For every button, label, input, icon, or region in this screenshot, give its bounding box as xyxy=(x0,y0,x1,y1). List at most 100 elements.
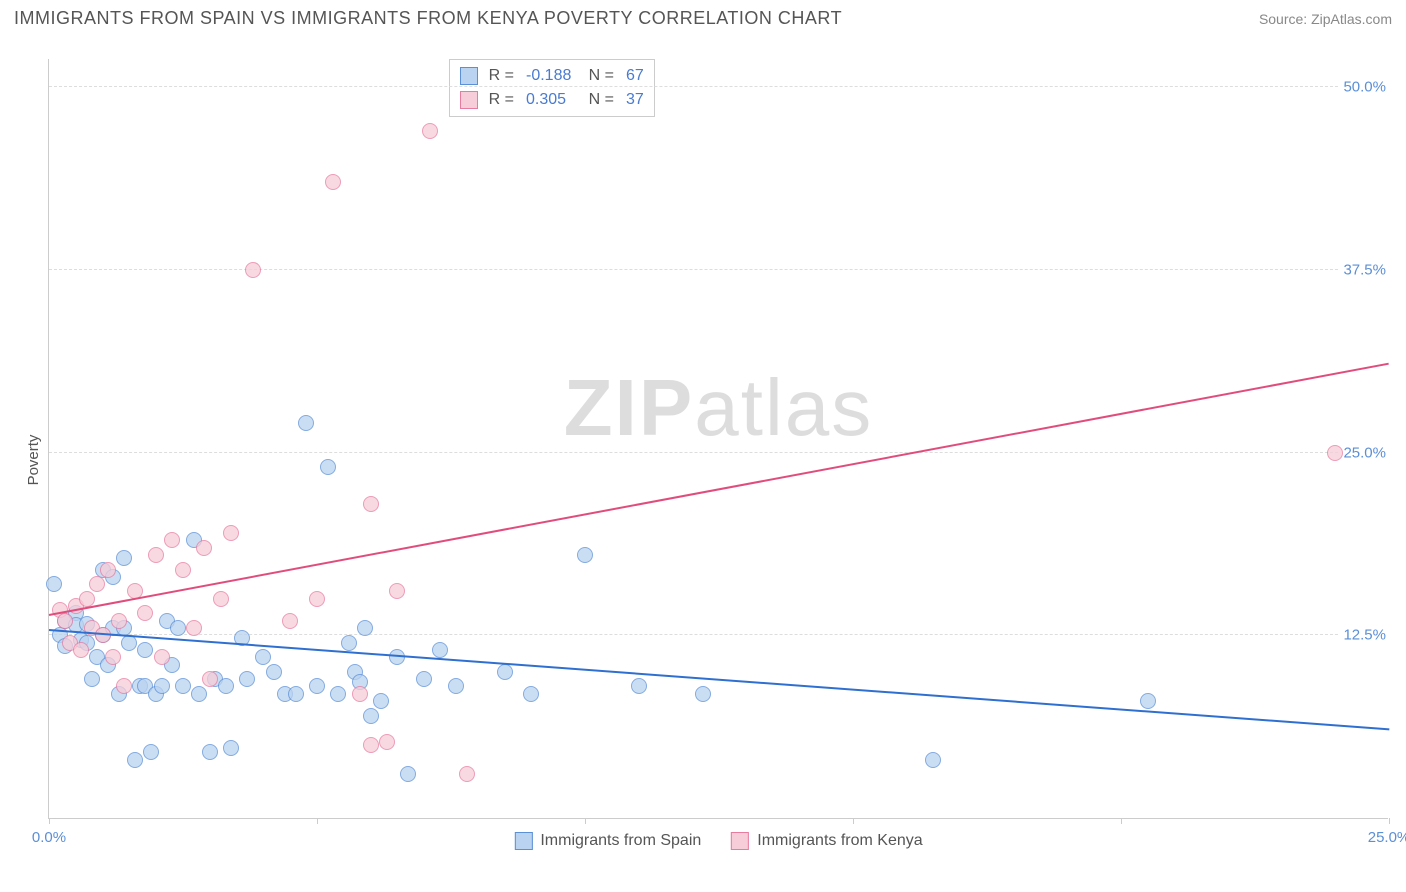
data-point xyxy=(79,591,95,607)
data-point xyxy=(325,174,341,190)
data-point xyxy=(186,620,202,636)
legend-n-label: N = xyxy=(586,64,614,88)
data-point xyxy=(148,547,164,563)
data-point xyxy=(266,664,282,680)
x-tick xyxy=(1121,818,1122,824)
legend-r-label: R = xyxy=(486,88,514,112)
data-point xyxy=(202,671,218,687)
data-point xyxy=(105,649,121,665)
watermark: ZIPatlas xyxy=(564,362,873,454)
chart-source: Source: ZipAtlas.com xyxy=(1259,11,1392,27)
data-point xyxy=(196,540,212,556)
plot-area: ZIPatlas R =-0.188N =67R =0.305N =37 Imm… xyxy=(48,59,1388,819)
data-point xyxy=(84,671,100,687)
x-tick xyxy=(1389,818,1390,824)
chart-title: IMMIGRANTS FROM SPAIN VS IMMIGRANTS FROM… xyxy=(14,8,842,29)
data-point xyxy=(577,547,593,563)
watermark-atlas: atlas xyxy=(694,363,873,452)
trend-line xyxy=(49,363,1389,616)
legend-r-value: -0.188 xyxy=(526,64,578,88)
data-point xyxy=(223,740,239,756)
legend-swatch xyxy=(514,832,532,850)
data-point xyxy=(175,678,191,694)
data-point xyxy=(239,671,255,687)
data-point xyxy=(46,576,62,592)
legend-row: R = -0.188 N = 67 xyxy=(460,64,644,88)
chart-header: IMMIGRANTS FROM SPAIN VS IMMIGRANTS FROM… xyxy=(0,0,1406,35)
data-point xyxy=(116,550,132,566)
data-point xyxy=(245,262,261,278)
data-point xyxy=(309,678,325,694)
data-point xyxy=(363,708,379,724)
data-point xyxy=(137,605,153,621)
data-point xyxy=(298,415,314,431)
y-tick-label: 12.5% xyxy=(1339,627,1390,644)
y-tick-label: 50.0% xyxy=(1339,79,1390,96)
data-point xyxy=(631,678,647,694)
watermark-zip: ZIP xyxy=(564,363,694,452)
x-tick xyxy=(49,818,50,824)
legend-r-label: R = xyxy=(486,64,514,88)
data-point xyxy=(389,583,405,599)
data-point xyxy=(357,620,373,636)
y-tick-label: 25.0% xyxy=(1339,444,1390,461)
data-point xyxy=(379,734,395,750)
data-point xyxy=(320,459,336,475)
legend-n-value: 37 xyxy=(626,88,644,112)
data-point xyxy=(175,562,191,578)
y-axis-label: Poverty xyxy=(25,435,42,486)
gridline xyxy=(49,452,1388,453)
data-point xyxy=(400,766,416,782)
series-legend-item: Immigrants from Spain xyxy=(514,832,701,850)
data-point xyxy=(170,620,186,636)
x-tick-label: 0.0% xyxy=(32,829,66,846)
data-point xyxy=(497,664,513,680)
data-point xyxy=(100,562,116,578)
data-point xyxy=(57,613,73,629)
data-point xyxy=(925,752,941,768)
series-legend-label: Immigrants from Kenya xyxy=(757,832,922,850)
data-point xyxy=(255,649,271,665)
data-point xyxy=(523,686,539,702)
x-tick-label: 25.0% xyxy=(1368,829,1406,846)
data-point xyxy=(448,678,464,694)
data-point xyxy=(288,686,304,702)
y-tick-label: 37.5% xyxy=(1339,261,1390,278)
data-point xyxy=(282,613,298,629)
legend-n-value: 67 xyxy=(626,64,644,88)
data-point xyxy=(116,678,132,694)
data-point xyxy=(1140,693,1156,709)
data-point xyxy=(695,686,711,702)
data-point xyxy=(373,693,389,709)
legend-swatch xyxy=(731,832,749,850)
series-legend-item: Immigrants from Kenya xyxy=(731,832,922,850)
x-tick xyxy=(317,818,318,824)
data-point xyxy=(154,649,170,665)
data-point xyxy=(352,686,368,702)
data-point xyxy=(127,752,143,768)
data-point xyxy=(213,591,229,607)
data-point xyxy=(363,496,379,512)
x-tick xyxy=(853,818,854,824)
data-point xyxy=(223,525,239,541)
data-point xyxy=(191,686,207,702)
gridline xyxy=(49,634,1388,635)
legend-swatch xyxy=(460,67,478,85)
data-point xyxy=(89,576,105,592)
series-legend: Immigrants from Spain Immigrants from Ken… xyxy=(514,832,922,850)
data-point xyxy=(164,532,180,548)
gridline xyxy=(49,86,1388,87)
x-tick xyxy=(585,818,586,824)
data-point xyxy=(363,737,379,753)
chart-container: Poverty ZIPatlas R =-0.188N =67R =0.305N… xyxy=(0,35,1406,885)
legend-n-label: N = xyxy=(586,88,614,112)
series-legend-label: Immigrants from Spain xyxy=(540,832,701,850)
data-point xyxy=(416,671,432,687)
data-point xyxy=(422,123,438,139)
data-point xyxy=(1327,445,1343,461)
legend-swatch xyxy=(460,91,478,109)
data-point xyxy=(218,678,234,694)
data-point xyxy=(432,642,448,658)
correlation-legend: R =-0.188N =67R =0.305N =37 xyxy=(449,59,655,117)
data-point xyxy=(309,591,325,607)
